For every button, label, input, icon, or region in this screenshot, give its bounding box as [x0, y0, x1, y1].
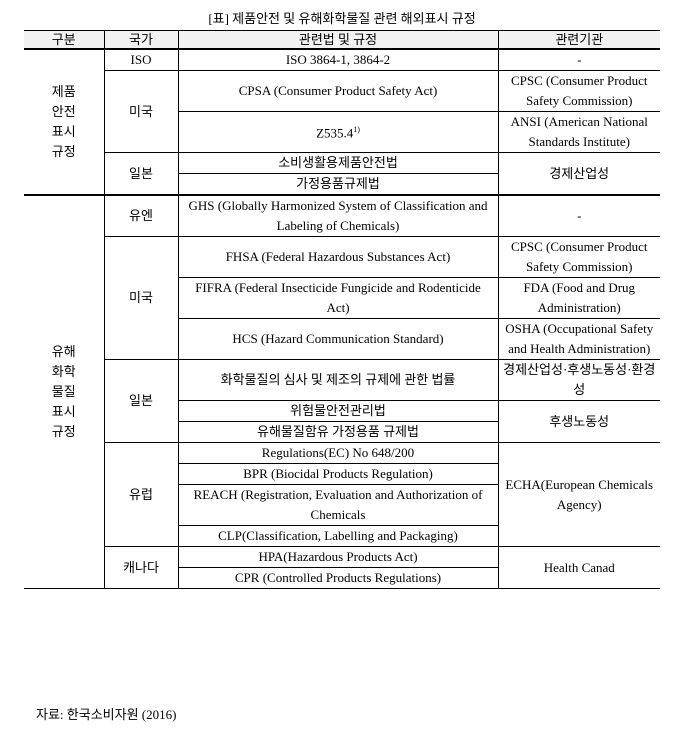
country-cell: 일본	[103, 152, 179, 196]
law-cell: CPR (Controlled Products Regulations)	[177, 567, 499, 589]
country-cell: 미국	[103, 70, 179, 153]
table-row: 미국 CPSA (Consumer Product Safety Act) CPSC…	[24, 70, 660, 153]
header-cell: 구분	[24, 30, 105, 50]
law-cell: CLP(Classification, Labelling and Packag…	[177, 525, 499, 547]
category-line: 유해	[51, 344, 76, 359]
law-text: FHSA (Federal Hazardous Substances Act)	[225, 249, 451, 264]
header-row: 구분 국가 관련법 및 규정 관련기관	[24, 30, 660, 50]
law-cell: Z535.41)	[177, 111, 499, 153]
law-cell: 소비생활용제품안전법	[177, 152, 499, 174]
law-text: Regulations(EC) No 648/200	[261, 445, 415, 460]
agency-cell: OSHA (Occupational Safety and Health Adm…	[497, 318, 660, 360]
law-text: 소비생활용제품안전법	[278, 155, 398, 170]
law-cell: GHS (Globally Harmonized System of Class…	[177, 194, 499, 237]
law-text: 화학물질의 심사 및 제조의 규제에 관한 법률	[220, 372, 456, 387]
law-text: GHS (Globally Harmonized System of Class…	[188, 198, 488, 233]
country-cell: 캐나다	[103, 546, 179, 589]
law-text: CPSA (Consumer Product Safety Act)	[238, 83, 438, 98]
agency-cell: ANSI (American National Standards Instit…	[497, 111, 660, 153]
law-cell: 위험물안전관리법	[177, 400, 499, 422]
table-title: [표] 제품안전 및 유해화학물질 관련 해외표시 규정	[208, 11, 476, 26]
country-cell: 유럽	[103, 442, 179, 547]
law-cell: 유해물질함유 가정용품 규제법	[177, 421, 499, 443]
category-line: 규정	[51, 144, 76, 159]
agency-cell: CPSC (Consumer Product Safety Commission…	[497, 236, 660, 278]
law-text: CLP(Classification, Labelling and Packag…	[218, 528, 458, 543]
law-text: HCS (Hazard Communication Standard)	[232, 331, 444, 346]
country-cell: 미국	[103, 236, 179, 360]
category-line: 화학	[51, 364, 76, 379]
table-row: REACH (Registration, Evaluation and Auth…	[24, 484, 660, 526]
header-cell: 관련기관	[497, 30, 660, 50]
table-row: 유해물질함유 가정용품 규제법	[24, 421, 660, 443]
agency-cell: FDA (Food and Drug Administration)	[497, 277, 660, 319]
table-row: FIFRA (Federal Insecticide Fungicide and…	[24, 277, 660, 319]
footnote-mark: 1)	[353, 125, 360, 135]
table-row: 유럽 Regulations(EC) No 648/200 ECHA(Europea…	[24, 442, 660, 547]
law-text: 유해물질함유 가정용품 규제법	[257, 424, 419, 439]
table-row: 캐나다 HPA(Hazardous Products Act) Health Can…	[24, 546, 660, 589]
agency-cell: -	[497, 48, 660, 71]
country-cell: 유엔	[103, 194, 179, 237]
law-text: FIFRA (Federal Insecticide Fungicide and…	[195, 280, 481, 315]
table-row: 제품 안전 표시 규정 ISO ISO 3864-1, 3864-2-	[24, 48, 660, 196]
agency-cell: CPSC (Consumer Product Safety Commission…	[497, 70, 660, 112]
law-cell: FHSA (Federal Hazardous Substances Act)	[177, 236, 499, 278]
agency-cell: ECHA(European Chemicals Agency)	[497, 442, 660, 547]
table-body: 제품 안전 표시 규정 ISO ISO 3864-1, 3864-2- 미국 CPSA (Co…	[24, 48, 660, 589]
agency-cell: Health Canad	[497, 546, 660, 589]
law-text: REACH (Registration, Evaluation and Auth…	[193, 487, 483, 522]
law-cell: ISO 3864-1, 3864-2	[177, 48, 499, 71]
law-text: 가정용품규제법	[296, 176, 380, 191]
agency-cell: 후생노동성	[497, 400, 660, 443]
category-line: 제품	[51, 84, 76, 99]
category-line: 규정	[51, 424, 76, 439]
table-row: CPR (Controlled Products Regulations)	[24, 567, 660, 589]
country-cell: ISO	[103, 48, 179, 71]
law-text: Z535.4	[316, 125, 354, 141]
law-cell: CPSA (Consumer Product Safety Act)	[177, 70, 499, 112]
table-row: CLP(Classification, Labelling and Packag…	[24, 525, 660, 547]
regulation-table: 구분 국가 관련법 및 규정 관련기관 제품 안전 표시 규정 ISO ISO 3864-…	[24, 30, 660, 589]
category-line: 표시	[51, 404, 76, 419]
source-note: 자료: 한국소비자원 (2016)	[36, 707, 177, 722]
law-text: CPR (Controlled Products Regulations)	[234, 570, 442, 585]
category-line: 안전	[51, 104, 76, 119]
law-cell: 화학물질의 심사 및 제조의 규제에 관한 법률	[177, 359, 499, 401]
law-cell: REACH (Registration, Evaluation and Auth…	[177, 484, 499, 526]
table-row: 일본 소비생활용제품안전법 경제산업성	[24, 152, 660, 196]
law-text: 위험물안전관리법	[290, 403, 386, 418]
law-text: BPR (Biocidal Products Regulation)	[243, 466, 433, 481]
law-cell: HPA(Hazardous Products Act)	[177, 546, 499, 568]
category-line: 물질	[51, 384, 76, 399]
header-cell: 국가	[103, 30, 179, 50]
agency-cell: -	[497, 194, 660, 237]
law-text: ISO 3864-1, 3864-2	[285, 52, 391, 67]
header-cell: 관련법 및 규정	[177, 30, 499, 50]
law-cell: HCS (Hazard Communication Standard)	[177, 318, 499, 360]
law-cell: Regulations(EC) No 648/200	[177, 442, 499, 464]
table-row: Z535.41) ANSI (American National Standard…	[24, 111, 660, 153]
agency-cell: 경제산업성·후생노동성·환경성	[497, 359, 660, 401]
table-row: HCS (Hazard Communication Standard) OSHA …	[24, 318, 660, 360]
law-text: HPA(Hazardous Products Act)	[258, 549, 418, 564]
law-cell: FIFRA (Federal Insecticide Fungicide and…	[177, 277, 499, 319]
table-row: 유해 화학 물질 표시 규정 유엔 GHS (Globally Harmonized Sys…	[24, 194, 660, 589]
category-line: 표시	[51, 124, 76, 139]
country-cell: 일본	[103, 359, 179, 443]
law-cell: 가정용품규제법	[177, 173, 499, 196]
table-row: 일본 화학물질의 심사 및 제조의 규제에 관한 법률 경제산업성·후생노동성·환경…	[24, 359, 660, 443]
agency-cell: 경제산업성	[497, 152, 660, 196]
table-row: BPR (Biocidal Products Regulation)	[24, 463, 660, 485]
law-cell: BPR (Biocidal Products Regulation)	[177, 463, 499, 485]
table-row: 미국 FHSA (Federal Hazardous Substances Act…	[24, 236, 660, 360]
